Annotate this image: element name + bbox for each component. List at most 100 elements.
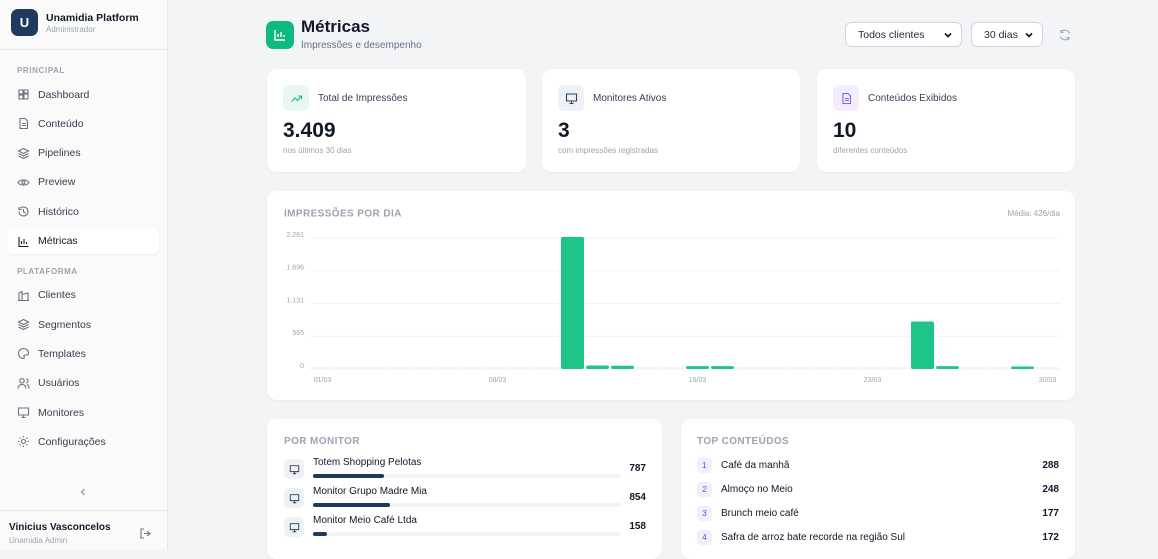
icon (18, 206, 29, 217)
bar-track (636, 367, 659, 369)
x-tick-label: 30/03 (1039, 377, 1057, 384)
x-tick-label: 23/03 (864, 377, 882, 384)
monitor-name: Totem Shopping Pelotas (313, 457, 422, 468)
nav-label: Monitores (38, 406, 85, 419)
icon (289, 522, 299, 532)
content-name: Safra de arroz bate recorde na região Su… (721, 532, 905, 543)
progress-bar (313, 532, 328, 536)
nav-item[interactable]: Segmentos (7, 312, 159, 337)
nav-label: Métricas (38, 235, 78, 247)
stat-card: Monitores Ativos 3 com impressões registra… (542, 69, 800, 172)
monitor-icon (284, 488, 304, 508)
brand-logo: U (11, 9, 38, 36)
logout-button[interactable] (139, 527, 152, 545)
icon (17, 377, 30, 389)
rank-badge: 1 (697, 458, 712, 473)
refresh-button[interactable] (1058, 28, 1072, 47)
bar-track (486, 367, 509, 369)
nav-item[interactable]: Configurações (7, 429, 159, 454)
bar-track (986, 367, 1009, 369)
icon (17, 147, 30, 159)
bar (711, 366, 734, 369)
stat-note: diferentes conteúdos (833, 146, 908, 155)
bar-track (511, 367, 534, 369)
section-title: PLATAFORMA (17, 266, 78, 276)
stat-value: 3 (558, 119, 570, 142)
bar-track (736, 367, 759, 369)
monitor-card: POR MONITOR Totem Shopping Pelotas 787 Mon… (267, 419, 662, 559)
stat-label: Total de Impressões (318, 93, 408, 104)
y-tick-label: 0 (300, 363, 304, 370)
stat-note: nos últimos 30 dias (283, 146, 352, 155)
icon (17, 407, 30, 419)
nav-item[interactable]: Templates (7, 341, 159, 366)
stat-value: 3.409 (283, 119, 336, 142)
bar (1011, 366, 1034, 369)
bar-track (861, 367, 884, 369)
stat-icon (283, 85, 309, 111)
content-value: 177 (1042, 508, 1059, 519)
monitor-name: Monitor Grupo Madre Mia (313, 486, 427, 497)
chart-card: IMPRESSÕES POR DIA Média: 426/dia 0 565 1.… (267, 191, 1075, 400)
stat-label: Monitores Ativos (593, 93, 667, 104)
page-title: Métricas (301, 17, 370, 36)
nav-item[interactable]: Clientes (7, 283, 159, 308)
client-select[interactable]: Todos clientes (845, 22, 962, 47)
nav-item[interactable]: Dashboard (7, 82, 159, 107)
stat-card: Conteúdos Exibidos 10 diferentes conteúdos (817, 69, 1075, 172)
monitor-icon (284, 459, 304, 479)
y-tick-label: 1.696 (286, 265, 304, 272)
nav-item[interactable]: Pipelines (7, 141, 159, 166)
stat-card: Total de Impressões 3.409 nos últimos 30 d… (267, 69, 526, 172)
card-title: TOP CONTEÚDOS (697, 436, 790, 447)
nav-label: Templates (38, 347, 86, 360)
icon (18, 89, 29, 100)
bar-track (436, 367, 459, 369)
bar (561, 236, 584, 369)
bar (611, 365, 634, 369)
bar-track (361, 367, 384, 369)
nav-item[interactable]: Conteúdo (7, 111, 159, 136)
nav-label: Segmentos (38, 318, 92, 331)
collapse-button[interactable] (76, 485, 90, 499)
period-select[interactable]: 30 dias (971, 22, 1043, 47)
brand-name: Unamidia Platform (46, 12, 139, 24)
x-tick-label: 08/03 (489, 377, 507, 384)
user-name: Vinicius Vasconcelos (9, 522, 111, 533)
nav-item[interactable]: Preview (7, 170, 159, 195)
icon (18, 290, 29, 301)
icon (18, 348, 30, 360)
bar-track (536, 367, 559, 369)
page-subtitle: Impressões e desempenho (301, 40, 422, 51)
bar (686, 366, 709, 369)
progress-track (313, 503, 621, 507)
x-tick-label: 16/03 (689, 377, 707, 384)
user-role: Unamidia Admin (9, 536, 68, 545)
stat-label: Conteúdos Exibidos (868, 93, 957, 104)
nav-item[interactable]: Métricas (7, 228, 159, 254)
bar-track (461, 367, 484, 369)
nav-item[interactable]: Usuários (7, 371, 159, 396)
progress-bar (313, 474, 385, 478)
chart-subtitle: Média: 426/dia (1008, 209, 1061, 218)
icon (19, 118, 29, 130)
progress-track (313, 532, 621, 536)
x-tick-label: 01/03 (314, 377, 332, 384)
rank-badge: 3 (697, 506, 712, 521)
select-text: Todos clientes (858, 28, 925, 41)
bar (936, 366, 959, 369)
bar-track (336, 367, 359, 369)
nav-label: Usuários (38, 377, 80, 390)
bar (586, 365, 609, 369)
nav-label: Dashboard (38, 88, 90, 101)
divider (0, 510, 167, 511)
nav-label: Conteúdo (38, 117, 84, 130)
bar-track (886, 367, 909, 369)
bar-track (386, 367, 409, 369)
icon (289, 493, 299, 503)
nav-item[interactable]: Histórico (7, 199, 159, 224)
stat-icon (558, 85, 584, 111)
divider (0, 49, 167, 50)
nav-item[interactable]: Monitores (7, 400, 159, 425)
